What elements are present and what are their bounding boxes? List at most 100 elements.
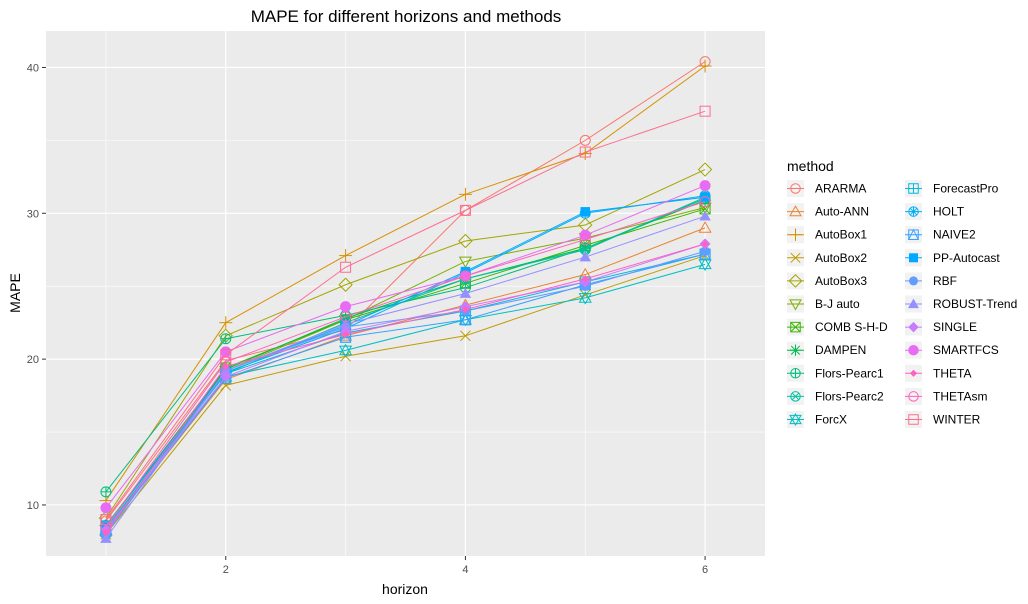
series-theta <box>102 240 709 537</box>
series-layer <box>98 56 713 543</box>
legend-item: Auto-ANN <box>787 203 869 221</box>
legend-label: ForcX <box>815 413 847 427</box>
series-line <box>105 255 706 535</box>
x-tick-label: 6 <box>702 564 708 576</box>
data-point <box>579 229 591 241</box>
data-point <box>789 205 802 217</box>
data-point <box>698 257 712 272</box>
data-point <box>908 183 919 194</box>
chart-title: MAPE for different horizons and methods <box>251 7 562 26</box>
data-point <box>341 330 350 339</box>
data-point <box>908 321 919 333</box>
data-point <box>790 391 801 402</box>
legend-title: method <box>787 158 834 174</box>
legend-item: ForcX <box>787 411 847 428</box>
data-point <box>220 349 232 361</box>
series-line <box>105 185 706 509</box>
data-point <box>908 344 919 356</box>
data-point <box>700 246 710 256</box>
data-point <box>699 105 711 117</box>
series-line <box>105 169 706 519</box>
data-point <box>578 147 592 160</box>
data-point <box>102 528 110 537</box>
legend-item: ARARMA <box>787 180 866 197</box>
data-point <box>699 210 711 221</box>
data-point <box>339 318 352 329</box>
legend-item: HOLT <box>905 203 965 221</box>
series-line <box>105 243 706 531</box>
legend-item: SMARTFCS <box>905 341 999 359</box>
axis-ticks: 2 4 6 10 20 30 40 <box>27 62 708 576</box>
data-point <box>579 251 591 262</box>
legend-label: PP-Autocast <box>933 251 1000 265</box>
legend-item: THETAsm <box>905 387 987 405</box>
y-tick-label: 10 <box>27 500 39 512</box>
legend-item: WINTER <box>905 411 981 428</box>
series-robust-trend <box>100 210 711 543</box>
legend-item: SINGLE <box>905 318 977 336</box>
data-point <box>699 196 711 208</box>
legend-label: DAMPEN <box>815 343 866 357</box>
data-point <box>458 233 473 249</box>
data-point <box>340 311 352 323</box>
legend-label: THETA <box>933 366 971 380</box>
data-point <box>579 134 591 146</box>
legend-item: PP-Autocast <box>905 249 1000 267</box>
data-point <box>460 330 471 342</box>
legend-label: Flors-Pearc1 <box>815 366 884 380</box>
x-tick-label: 4 <box>462 564 468 576</box>
data-point <box>789 228 802 241</box>
data-point <box>909 369 918 377</box>
legend-item: THETA <box>905 364 971 382</box>
data-point <box>338 277 353 292</box>
series-line <box>105 201 706 528</box>
legend-label: HOLT <box>933 205 965 219</box>
data-point <box>908 206 919 217</box>
data-point <box>698 59 712 73</box>
series-line <box>105 243 706 533</box>
legend-label: COMB S-H-D <box>815 320 888 334</box>
data-point <box>100 514 112 526</box>
legend-item: AutoBox3 <box>787 272 867 290</box>
data-point <box>789 344 802 356</box>
data-point <box>100 532 112 543</box>
legend-label: ARARMA <box>815 182 866 196</box>
legend-label: AutoBox3 <box>815 274 867 288</box>
data-point <box>790 183 801 194</box>
legend-label: AutoBox1 <box>815 228 867 242</box>
series-line <box>105 198 706 493</box>
data-point <box>220 371 232 383</box>
data-point <box>907 228 920 240</box>
data-point <box>339 249 353 263</box>
y-tick-label: 40 <box>27 62 39 74</box>
series-line <box>105 253 706 532</box>
legend-item: Flors-Pearc1 <box>787 364 884 382</box>
series-autobox1 <box>99 59 712 508</box>
legend-label: B-J auto <box>815 297 860 311</box>
data-point <box>458 256 473 269</box>
legend-label: Auto-ANN <box>815 205 869 219</box>
data-point <box>790 252 801 263</box>
data-point <box>338 343 353 358</box>
series-line <box>105 110 706 520</box>
data-point <box>908 276 919 286</box>
data-point <box>908 253 919 263</box>
legend-item: DAMPEN <box>787 341 866 359</box>
data-point <box>340 261 352 273</box>
data-point <box>697 162 713 177</box>
legend-item: B-J auto <box>787 295 860 313</box>
data-point <box>789 299 802 311</box>
legend: ARARMA Auto-ANN AutoBox1 AutoBox2 AutoBox3 B-… <box>787 180 1017 428</box>
data-point <box>790 321 801 333</box>
legend-item: AutoBox1 <box>787 226 867 244</box>
x-axis-title: horizon <box>382 581 428 597</box>
series-line <box>105 65 706 501</box>
data-point <box>219 316 233 330</box>
data-point <box>220 346 232 358</box>
legend-item: Flors-Pearc2 <box>787 387 884 405</box>
data-point <box>698 221 712 233</box>
data-point <box>100 521 112 533</box>
legend-item: NAIVE2 <box>905 226 976 244</box>
data-point <box>788 274 803 288</box>
